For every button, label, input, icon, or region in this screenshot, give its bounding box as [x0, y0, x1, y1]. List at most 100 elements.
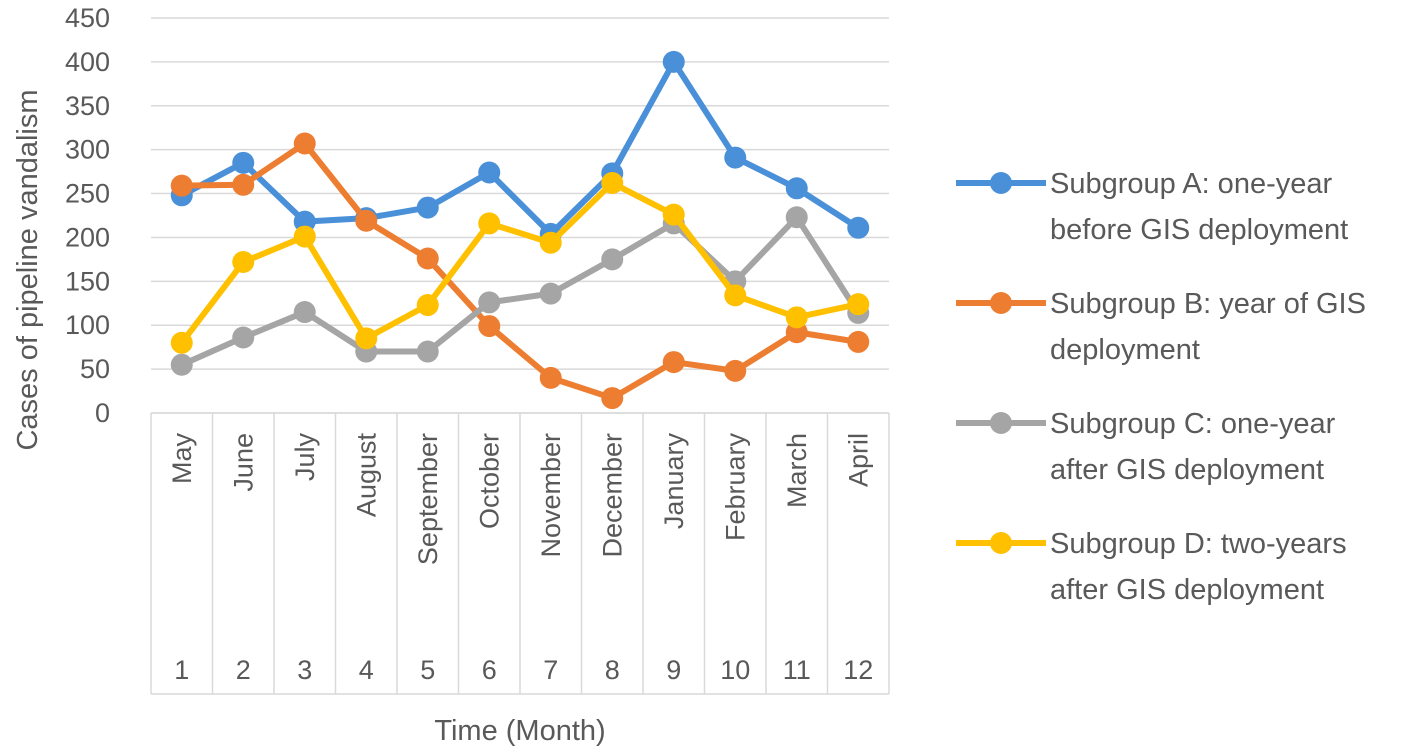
x-category-label: April [843, 433, 873, 487]
legend-label: Subgroup B: year of GIS [1050, 288, 1366, 320]
x-index-label: 1 [174, 655, 189, 685]
x-category-label: February [720, 433, 750, 542]
legend-marker [990, 172, 1012, 194]
data-point [601, 387, 624, 410]
data-point [416, 196, 439, 219]
series-line [178, 58, 862, 237]
series-4 [170, 172, 870, 354]
data-point [416, 247, 439, 270]
y-tick-label: 400 [65, 47, 110, 77]
x-category-label: August [351, 433, 381, 518]
legend: Subgroup A: one-year before GIS deploymen… [956, 168, 1366, 606]
x-index-label: 3 [297, 655, 312, 685]
legend-label: Subgroup D: two-years [1050, 528, 1347, 560]
data-point [785, 306, 808, 329]
x-category-label: March [782, 433, 812, 508]
x-index-label: 12 [843, 655, 873, 685]
data-point [847, 216, 870, 239]
y-tick-label: 300 [65, 135, 110, 165]
data-point [416, 340, 439, 363]
data-point [539, 231, 562, 254]
x-index-label: 8 [605, 655, 620, 685]
data-point [355, 209, 378, 232]
data-point [662, 351, 685, 374]
data-point [601, 248, 624, 271]
y-tick-label: 50 [80, 354, 110, 384]
legend-label: Subgroup C: one-year [1050, 408, 1336, 440]
x-index-label: 4 [359, 655, 374, 685]
data-point [170, 174, 193, 197]
x-index-label: 6 [482, 655, 497, 685]
data-point [847, 293, 870, 316]
data-point [478, 212, 501, 235]
legend-label: after GIS deployment [1050, 574, 1324, 606]
y-tick-label: 200 [65, 222, 110, 252]
data-point [293, 301, 316, 324]
data-point [724, 284, 747, 307]
legend-entry: Subgroup D: two-years after GIS deploymen… [956, 528, 1347, 606]
y-tick-label: 0 [95, 398, 110, 428]
data-point [232, 251, 255, 274]
data-point [478, 291, 501, 314]
x-index-label: 7 [543, 655, 558, 685]
series-line [178, 214, 862, 368]
data-point [478, 315, 501, 338]
legend-marker [990, 532, 1012, 554]
data-point [724, 146, 747, 169]
y-tick-label: 150 [65, 266, 110, 296]
legend-entry: Subgroup B: year of GIS deployment [956, 288, 1366, 366]
x-index-label: 9 [666, 655, 681, 685]
legend-label: after GIS deployment [1050, 454, 1324, 486]
x-category-label: July [290, 433, 320, 482]
data-point [232, 151, 255, 174]
x-category-label: June [228, 433, 258, 492]
data-point [785, 177, 808, 200]
data-point [170, 353, 193, 376]
x-category-label: November [536, 433, 566, 558]
x-category-label: October [474, 433, 504, 529]
data-point [847, 330, 870, 353]
x-index-label: 11 [783, 655, 811, 685]
legend-entry: Subgroup C: one-year after GIS deployment [956, 408, 1336, 486]
x-index-label: 5 [420, 655, 435, 685]
x-category-label: December [597, 433, 627, 558]
legend-entry: Subgroup A: one-year before GIS deploymen… [956, 168, 1348, 246]
series-1 [170, 50, 870, 245]
y-axis-ticks: 0 50 100 150 200 250 300 350 400 450 [65, 3, 110, 428]
x-axis-title: Time (Month) [434, 715, 605, 747]
legend-label: deployment [1050, 334, 1200, 366]
data-point [785, 206, 808, 229]
y-axis-title: Cases of pipeline vandalism [12, 89, 44, 450]
data-point [662, 50, 685, 73]
legend-label: Subgroup A: one-year [1050, 168, 1332, 200]
data-point [601, 172, 624, 195]
legend-marker [990, 292, 1012, 314]
data-point [293, 132, 316, 155]
legend-marker [990, 412, 1012, 434]
x-index-label: 2 [236, 655, 251, 685]
data-point [539, 366, 562, 389]
data-point [724, 359, 747, 382]
x-index-label: 10 [720, 655, 750, 685]
data-point [355, 327, 378, 350]
y-tick-label: 100 [65, 310, 110, 340]
data-point [539, 282, 562, 305]
x-axis-table: May 1 June 2 July 3 August 4 September 5 October 6 N… [150, 412, 890, 695]
data-point [478, 161, 501, 184]
y-tick-label: 250 [65, 179, 110, 209]
series-line [178, 140, 862, 402]
series-2 [170, 132, 870, 410]
series-lines [170, 50, 870, 410]
data-point [170, 331, 193, 354]
x-category-label: September [413, 433, 443, 565]
x-category-label: January [659, 433, 689, 530]
data-point [416, 294, 439, 317]
x-category-label: May [167, 433, 197, 485]
y-tick-label: 450 [65, 3, 110, 33]
legend-label: before GIS deployment [1050, 214, 1348, 246]
data-point [232, 326, 255, 349]
data-point [293, 225, 316, 248]
data-point [232, 173, 255, 196]
y-tick-label: 350 [65, 91, 110, 121]
